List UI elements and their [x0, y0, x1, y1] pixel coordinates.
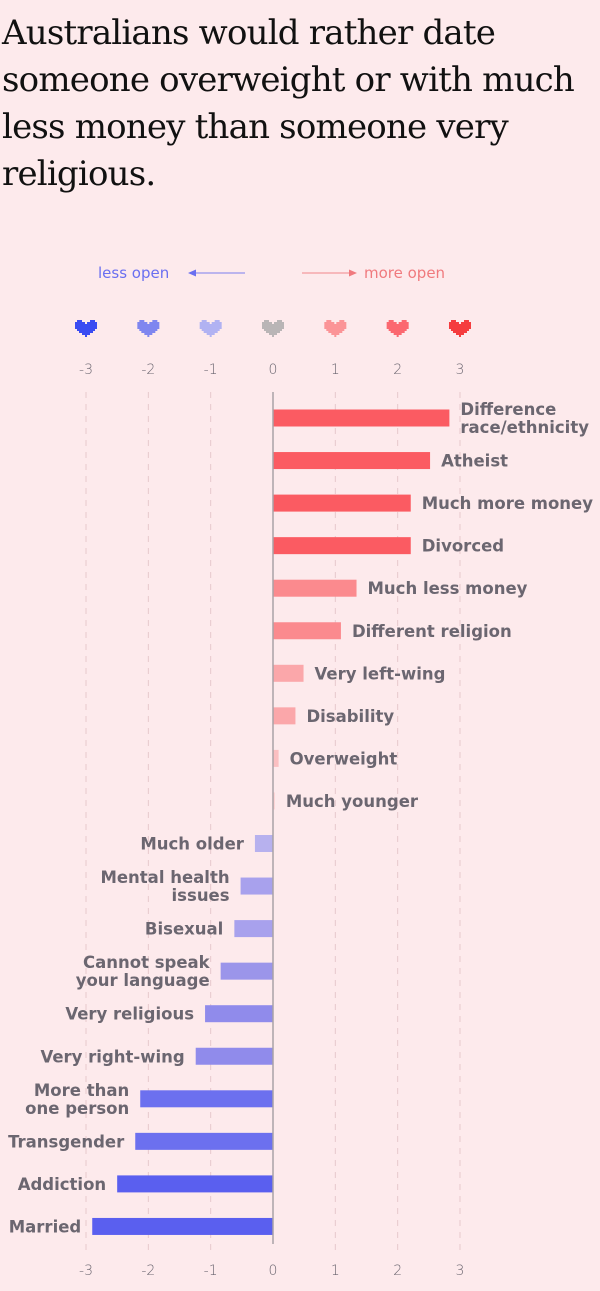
x-tick-label: -2 [141, 1263, 155, 1279]
category-labels: Difference race/ethnicity Atheist Much more… [8, 400, 593, 1236]
bar [273, 664, 304, 682]
category-label-line: Different religion [352, 622, 512, 641]
category-label-line: Overweight [290, 749, 398, 768]
bar [254, 835, 273, 852]
bars [92, 409, 450, 1235]
bar [273, 707, 296, 725]
category-label: Overweight [290, 749, 398, 768]
category-label-line: Much older [140, 835, 244, 854]
left-arrow-icon [188, 269, 245, 277]
less-open-label: less open [98, 264, 169, 282]
x-tick-label: 0 [269, 1263, 278, 1279]
category-label-line: Much more money [422, 494, 594, 513]
heart-icon [448, 320, 471, 337]
heart-scale-label: -1 [204, 362, 218, 378]
bar [273, 749, 279, 767]
category-label-line: Very left-wing [315, 664, 446, 683]
category-label-line: More than [34, 1081, 129, 1100]
category-label-line: Difference [460, 400, 556, 419]
heart-icon [137, 320, 160, 337]
category-label: Difference race/ethnicity [460, 400, 589, 437]
heart-icon [75, 320, 98, 337]
category-label: Much less money [368, 579, 528, 598]
chart-title: Australians would rather date someone ov… [2, 13, 575, 194]
category-label-line: Married [9, 1217, 82, 1236]
category-label: Much more money [422, 494, 594, 513]
bar [273, 452, 431, 470]
category-label-line: Addiction [18, 1175, 106, 1194]
category-label: Much younger [286, 792, 419, 811]
category-label-line: race/ethnicity [460, 418, 589, 437]
heart-scale-label: -3 [79, 362, 93, 378]
category-label: Different religion [352, 622, 512, 641]
category-label: Addiction [18, 1175, 106, 1194]
bar [220, 962, 273, 980]
heart-scale-label: 1 [331, 362, 340, 378]
more-open-label: more open [364, 264, 445, 282]
bar [92, 1217, 273, 1235]
bar [273, 792, 275, 810]
bar [273, 494, 411, 512]
category-label-line: Divorced [422, 537, 504, 556]
bar [140, 1090, 273, 1108]
heart-scale-label: 2 [393, 362, 402, 378]
heart-scale: -3 -2 -1 0 1 2 3 [75, 320, 471, 378]
category-label-line: Much less money [368, 579, 528, 598]
category-label-line: Cannot speak [83, 953, 211, 972]
category-label: Disability [306, 707, 394, 726]
legend: less open more open [98, 264, 445, 282]
category-label: Mental health issues [100, 868, 229, 905]
category-label: Cannot speak your language [76, 953, 211, 990]
category-label-line: one person [25, 1099, 129, 1118]
bar [273, 409, 450, 427]
category-label: Very right-wing [40, 1047, 184, 1066]
category-label: Divorced [422, 537, 504, 556]
bar [273, 622, 341, 640]
heart-icon [262, 320, 284, 337]
bar [117, 1175, 273, 1193]
x-axis-ticks: -3 -2 -1 0 1 2 3 [79, 1263, 464, 1279]
bar [195, 1047, 273, 1065]
heart-scale-label: 0 [269, 362, 278, 378]
category-label: Married [9, 1217, 82, 1236]
heart-scale-label: 3 [456, 362, 465, 378]
category-label-line: Mental health [100, 868, 229, 887]
category-label-line: Transgender [8, 1132, 125, 1151]
heart-icon [324, 320, 347, 337]
category-label: Very left-wing [315, 664, 446, 683]
bar [135, 1132, 273, 1150]
x-tick-label: 2 [393, 1263, 402, 1279]
bar [273, 579, 357, 597]
category-label: Atheist [441, 452, 508, 471]
bar [234, 920, 273, 938]
bar [273, 537, 411, 555]
category-label-line: your language [76, 971, 210, 990]
category-label-line: issues [172, 886, 230, 905]
x-tick-label: 1 [331, 1263, 340, 1279]
category-label-line: Very right-wing [40, 1047, 184, 1066]
x-tick-label: -3 [79, 1263, 93, 1279]
category-label: Much older [140, 835, 244, 854]
bar [240, 877, 273, 895]
x-tick-label: 3 [456, 1263, 465, 1279]
bar [205, 1005, 273, 1023]
heart-icon [386, 320, 409, 337]
right-arrow-icon [302, 269, 357, 277]
heart-icon [199, 320, 222, 337]
category-label-line: Much younger [286, 792, 419, 811]
category-label: Bisexual [145, 920, 223, 939]
category-label-line: Disability [306, 707, 394, 726]
category-label-line: Atheist [441, 452, 508, 471]
category-label-line: Very religious [65, 1005, 194, 1024]
category-label: More than one person [25, 1081, 129, 1118]
heart-scale-label: -2 [141, 362, 155, 378]
category-label-line: Bisexual [145, 920, 223, 939]
category-label: Very religious [65, 1005, 194, 1024]
x-tick-label: -1 [204, 1263, 218, 1279]
category-label: Transgender [8, 1132, 125, 1151]
